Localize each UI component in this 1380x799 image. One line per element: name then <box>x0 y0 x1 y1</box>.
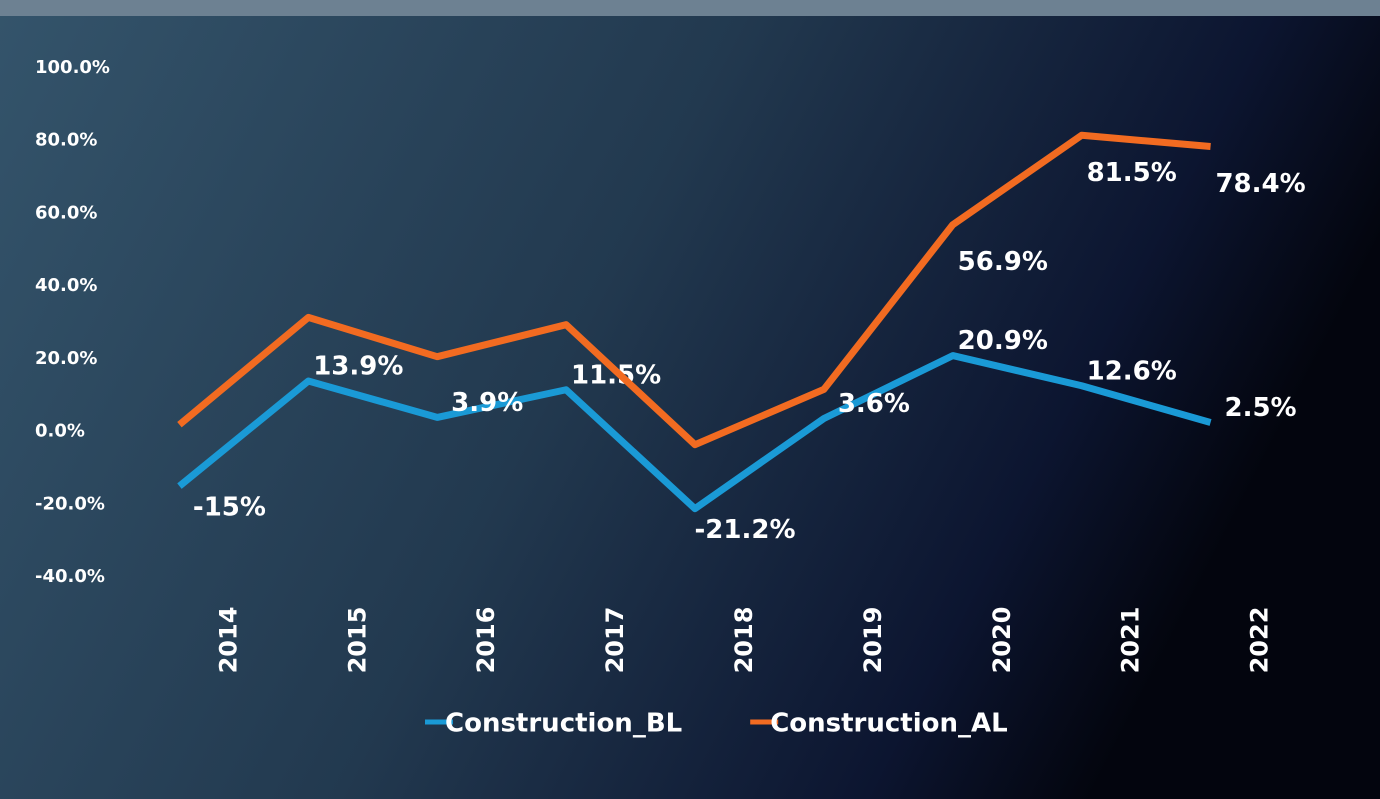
x-tick-label: 2015 <box>343 607 371 674</box>
data-label: 20.9% <box>958 326 1048 356</box>
x-tick-label: 2022 <box>1246 607 1274 674</box>
data-label: 12.6% <box>1087 356 1177 386</box>
data-label: 78.4% <box>1215 169 1305 199</box>
x-tick-label: 2020 <box>988 607 1016 674</box>
y-tick-label: 100.0% <box>35 57 110 78</box>
x-tick-label: 2018 <box>730 607 758 674</box>
top-bar <box>0 0 1380 16</box>
y-tick-label: -40.0% <box>35 566 105 587</box>
legend-label: Construction_BL <box>445 709 682 739</box>
x-tick-label: 2019 <box>859 607 887 674</box>
y-tick-label: 60.0% <box>35 202 97 223</box>
y-tick-label: 80.0% <box>35 130 97 151</box>
series-line <box>177 352 1212 513</box>
data-label: 81.5% <box>1087 158 1177 188</box>
y-tick-label: 0.0% <box>35 421 85 442</box>
x-tick-label: 2016 <box>472 607 500 674</box>
legend-label: Construction_AL <box>770 709 1008 739</box>
y-tick-label: 20.0% <box>35 348 97 369</box>
y-tick-label: 40.0% <box>35 275 97 296</box>
y-tick-label: -20.0% <box>35 493 105 514</box>
x-tick-label: 2017 <box>601 607 629 674</box>
data-label: 2.5% <box>1225 393 1297 423</box>
data-label: 3.9% <box>451 388 523 418</box>
x-tick-label: 2014 <box>214 607 242 674</box>
data-label: 3.6% <box>838 389 910 419</box>
data-label: 13.9% <box>313 352 403 382</box>
data-label: 56.9% <box>958 247 1048 277</box>
series-line <box>177 131 1211 449</box>
data-label: -15% <box>193 493 266 523</box>
x-tick-label: 2021 <box>1117 607 1145 674</box>
data-label: -21.2% <box>695 515 796 545</box>
